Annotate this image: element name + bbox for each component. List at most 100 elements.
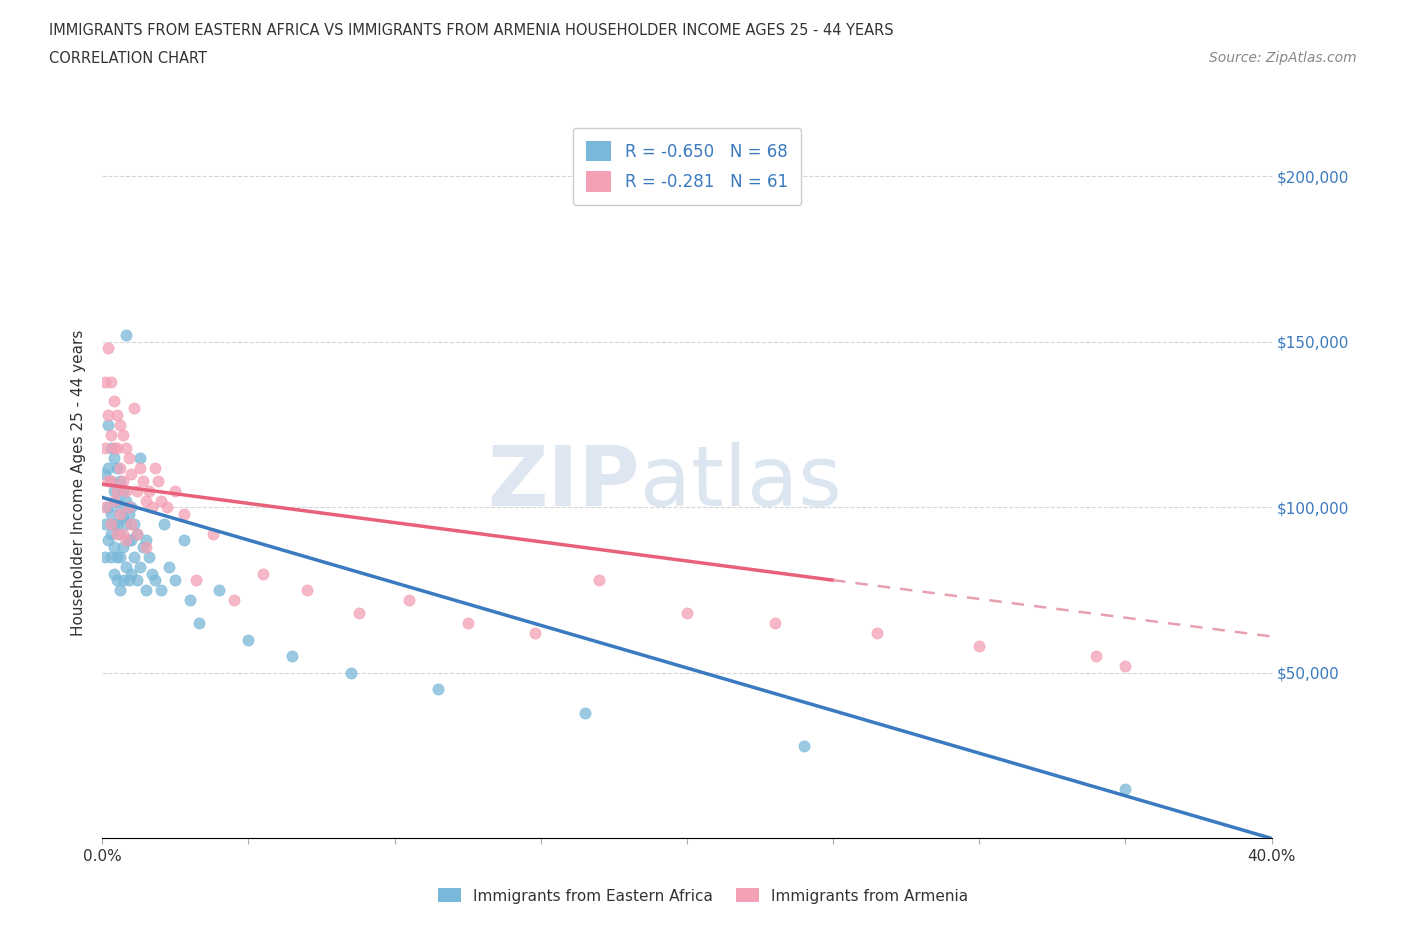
Point (111, 427, 134, 442)
Legend: Immigrants from Eastern Africa, Immigrants from Armenia: Immigrants from Eastern Africa, Immigran… (430, 881, 976, 911)
Point (105, 460, 128, 475)
Point (111, 526, 134, 541)
Point (141, 566, 163, 581)
Point (105, 526, 128, 541)
Point (108, 500, 131, 515)
Point (108, 507, 131, 522)
Point (97, 418, 120, 432)
Point (114, 533, 136, 548)
Point (120, 516, 142, 531)
Point (103, 566, 125, 581)
Point (1085, 649, 1108, 664)
Text: IMMIGRANTS FROM EASTERN AFRICA VS IMMIGRANTS FROM ARMENIA HOUSEHOLDER INCOME AGE: IMMIGRANTS FROM EASTERN AFRICA VS IMMIGR… (49, 23, 894, 38)
Point (108, 418, 131, 432)
Point (143, 460, 166, 475)
Point (252, 566, 274, 581)
Point (135, 583, 157, 598)
Point (105, 493, 128, 508)
Point (159, 560, 181, 575)
Point (111, 573, 134, 588)
Point (222, 592, 245, 607)
Point (94, 516, 117, 531)
Point (238, 632, 260, 647)
Point (339, 666, 361, 681)
Point (111, 510, 134, 525)
Point (117, 507, 139, 522)
Point (427, 682, 450, 697)
Point (184, 573, 207, 588)
Point (117, 573, 139, 588)
Point (111, 539, 134, 554)
Point (114, 484, 136, 498)
Point (103, 539, 125, 554)
Point (120, 467, 142, 482)
Point (523, 626, 546, 641)
Text: Source: ZipAtlas.com: Source: ZipAtlas.com (1209, 51, 1357, 65)
Point (208, 583, 231, 598)
Point (111, 484, 134, 498)
Point (103, 440, 125, 455)
Point (165, 573, 187, 588)
Point (105, 440, 128, 455)
Point (138, 484, 160, 498)
Point (103, 394, 125, 409)
Text: ZIP: ZIP (488, 442, 640, 523)
Point (349, 605, 371, 620)
Point (132, 473, 155, 488)
Point (100, 427, 122, 442)
Point (100, 440, 122, 455)
Point (105, 550, 128, 565)
Point (97, 473, 120, 488)
Point (132, 539, 155, 554)
Point (97, 460, 120, 475)
Point (146, 473, 169, 488)
Point (97, 500, 120, 515)
Point (100, 473, 122, 488)
Point (105, 573, 128, 588)
Point (100, 374, 122, 389)
Point (105, 516, 128, 531)
Point (173, 533, 195, 548)
Point (124, 401, 146, 416)
Point (398, 592, 420, 607)
Point (108, 460, 131, 475)
Point (793, 738, 815, 753)
Point (135, 533, 157, 548)
Point (94, 500, 117, 515)
Point (152, 516, 174, 531)
Point (100, 516, 122, 531)
Point (138, 550, 160, 565)
Point (129, 560, 152, 575)
Point (108, 526, 131, 541)
Point (295, 583, 318, 598)
Point (100, 473, 122, 488)
Point (165, 484, 187, 498)
Point (129, 460, 152, 475)
Point (97, 407, 120, 422)
Point (94, 550, 117, 565)
Point (457, 616, 479, 631)
Point (94, 374, 117, 389)
Point (1114, 781, 1136, 796)
Point (281, 649, 304, 664)
Text: atlas: atlas (640, 442, 842, 523)
Point (100, 550, 122, 565)
Point (105, 484, 128, 498)
Point (135, 493, 157, 508)
Point (114, 440, 136, 455)
Point (149, 493, 172, 508)
Point (114, 516, 136, 531)
Point (114, 493, 136, 508)
Point (124, 550, 146, 565)
Point (100, 526, 122, 541)
Point (173, 507, 195, 522)
Point (127, 526, 149, 541)
Point (120, 500, 142, 515)
Legend: R = -0.650   N = 68, R = -0.281   N = 61: R = -0.650 N = 68, R = -0.281 N = 61 (572, 127, 801, 206)
Point (108, 583, 131, 598)
Point (100, 507, 122, 522)
Point (127, 573, 149, 588)
Point (155, 500, 177, 515)
Point (127, 484, 149, 498)
Point (103, 484, 125, 498)
